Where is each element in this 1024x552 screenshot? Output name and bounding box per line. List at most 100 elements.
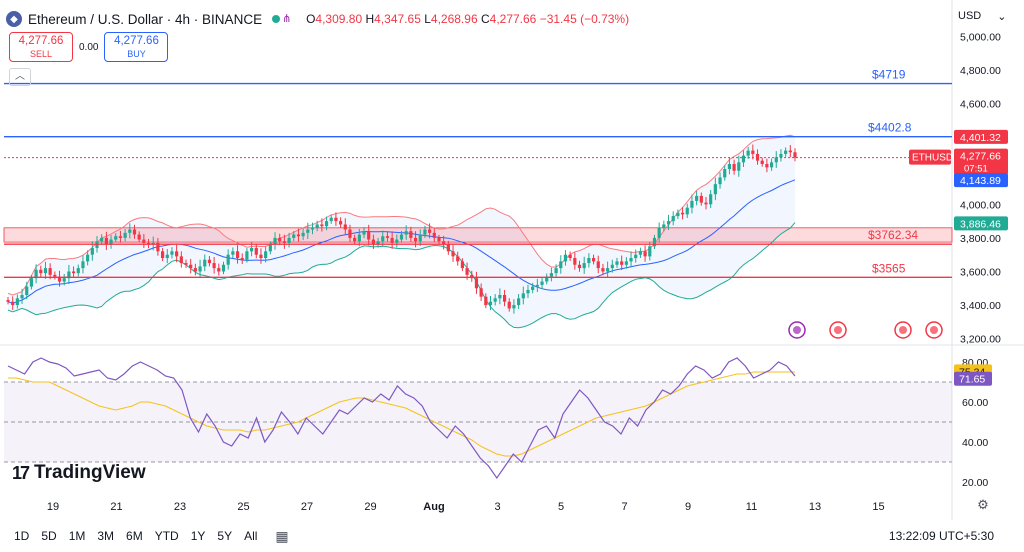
symbol-tag	[909, 149, 951, 165]
price-tick-label: 3,800.00	[960, 233, 1001, 245]
rsi-tick-label: 20.00	[962, 477, 988, 489]
chevron-up-icon[interactable]: ︿	[9, 68, 31, 86]
candle-body	[779, 153, 783, 158]
candle-body	[549, 273, 554, 277]
price-tag	[954, 173, 1008, 188]
share-icon[interactable]: ⋔	[282, 13, 292, 25]
candle-body	[723, 169, 727, 178]
candle-body	[760, 160, 764, 165]
time-tick-label: 7	[621, 501, 627, 513]
candle-body	[48, 268, 52, 275]
candle-body	[531, 286, 535, 290]
candle-body	[100, 237, 104, 242]
candle-body	[404, 231, 408, 235]
range-button-5d[interactable]: 5D	[41, 529, 57, 543]
price-tick-label: 4,800.00	[960, 65, 1001, 77]
calendar-icon[interactable]: ▦	[275, 527, 289, 544]
currency-selector[interactable]: USD ⌄	[958, 10, 1006, 23]
price-tag	[954, 129, 1008, 144]
chevron-down-icon[interactable]: ⌄	[997, 11, 1007, 23]
range-button-6m[interactable]: 6M	[126, 529, 143, 543]
candle-body	[43, 268, 48, 274]
horizontal-levels[interactable]: $4719 $4402.8 $3762.34 $3565	[4, 68, 952, 279]
candle-body	[498, 294, 502, 299]
candle-body	[34, 269, 38, 279]
candle-body	[399, 234, 404, 240]
candle-body	[76, 268, 80, 274]
price-axis[interactable]: 5,000.004,800.004,600.004,400.004,200.00…	[960, 31, 1001, 345]
candle-body	[39, 269, 43, 274]
ohlc-readout: O4,309.80 H4,347.65 L4,268.96 C4,277.66 …	[306, 12, 630, 26]
candle-body	[643, 251, 647, 257]
time-tick-label: 13	[809, 501, 821, 513]
candle-body	[57, 276, 62, 282]
open-value: 4,309.80	[315, 12, 363, 26]
close-value: 4,277.66	[489, 12, 537, 26]
currency-label[interactable]: USD	[958, 10, 982, 22]
candle-body	[385, 236, 390, 238]
buy-button[interactable]: 4,277.66 BUY	[104, 32, 169, 62]
symbol-title[interactable]: Ethereum / U.S. Dollar · 4h · BINANCE	[28, 11, 263, 27]
candle-body	[474, 278, 479, 289]
candle-body	[231, 251, 235, 255]
candle-body	[287, 237, 291, 243]
sell-button[interactable]: 4,277.66 SELL	[9, 32, 73, 62]
candle-body	[432, 232, 436, 238]
range-button-ytd[interactable]: YTD	[154, 529, 179, 543]
candle-body	[676, 212, 680, 217]
symbol-tag-text: ETHUSD	[912, 153, 953, 164]
candle-body	[662, 224, 666, 228]
candle-body	[563, 254, 568, 262]
candle-body	[193, 268, 197, 272]
trade-buttons: 4,277.66 SELL 0.00 4,277.66 BUY	[9, 32, 169, 62]
candle-body	[315, 224, 319, 228]
change-value: −31.45 (−0.73%)	[539, 12, 630, 26]
candle-body	[217, 268, 221, 272]
candle-body	[212, 263, 216, 269]
candle-body	[769, 162, 774, 168]
candle-body	[395, 239, 399, 243]
range-button-5y[interactable]: 5Y	[217, 529, 233, 543]
clock-readout[interactable]: 13:22:09 UTC+5:30	[888, 529, 994, 543]
candle-body	[306, 229, 310, 233]
candle-body	[685, 207, 689, 215]
candle-body	[413, 237, 418, 242]
price-tag	[954, 216, 1008, 231]
bottom-toolbar: 1D 5D 1M 3M 6M YTD 1Y 5Y All ▦ 13:22:09 UTC+5:30	[0, 520, 1024, 552]
lightning-icon-inner	[793, 326, 801, 334]
candle-body	[278, 237, 282, 242]
candle-body	[376, 241, 380, 245]
price-tag-text: 4,277.66	[960, 151, 1001, 163]
candle-body	[310, 227, 315, 230]
candle-body	[137, 234, 141, 240]
time-axis[interactable]: 19 21 23 25 27 29 Aug 3 5 7 9 11 13 15	[47, 501, 885, 513]
candle-body	[109, 239, 113, 245]
time-tick-label: 5	[558, 501, 564, 513]
range-button-1y[interactable]: 1Y	[190, 529, 206, 543]
chart-canvas[interactable]: $4719 $4402.8 $3762.34 $3565 5,000.00 4,800.…	[0, 0, 1024, 520]
candle-body	[339, 221, 343, 225]
candle-body	[25, 286, 29, 295]
price-tick-label: 5,000.00	[960, 31, 1001, 43]
gear-icon[interactable]: ⚙	[977, 497, 989, 512]
candle-body	[596, 261, 600, 269]
candle-body	[746, 150, 750, 156]
candle-body	[442, 241, 446, 245]
candle-body	[671, 216, 675, 222]
event-icons[interactable]	[788, 321, 943, 339]
rsi-tag	[954, 371, 992, 386]
candle-body	[160, 251, 165, 259]
range-button-1d[interactable]: 1D	[14, 529, 30, 543]
range-button-1m[interactable]: 1M	[68, 529, 86, 543]
candle-body	[624, 261, 628, 265]
candle-body	[29, 278, 34, 287]
candle-body	[245, 251, 249, 260]
candle-body	[451, 251, 455, 257]
tradingview-mark-icon: 17	[12, 462, 30, 483]
range-button-3m[interactable]: 3M	[97, 529, 115, 543]
candle-body	[765, 164, 769, 168]
candle-body	[221, 264, 226, 272]
candle-body	[367, 231, 371, 240]
range-button-all[interactable]: All	[244, 529, 258, 543]
